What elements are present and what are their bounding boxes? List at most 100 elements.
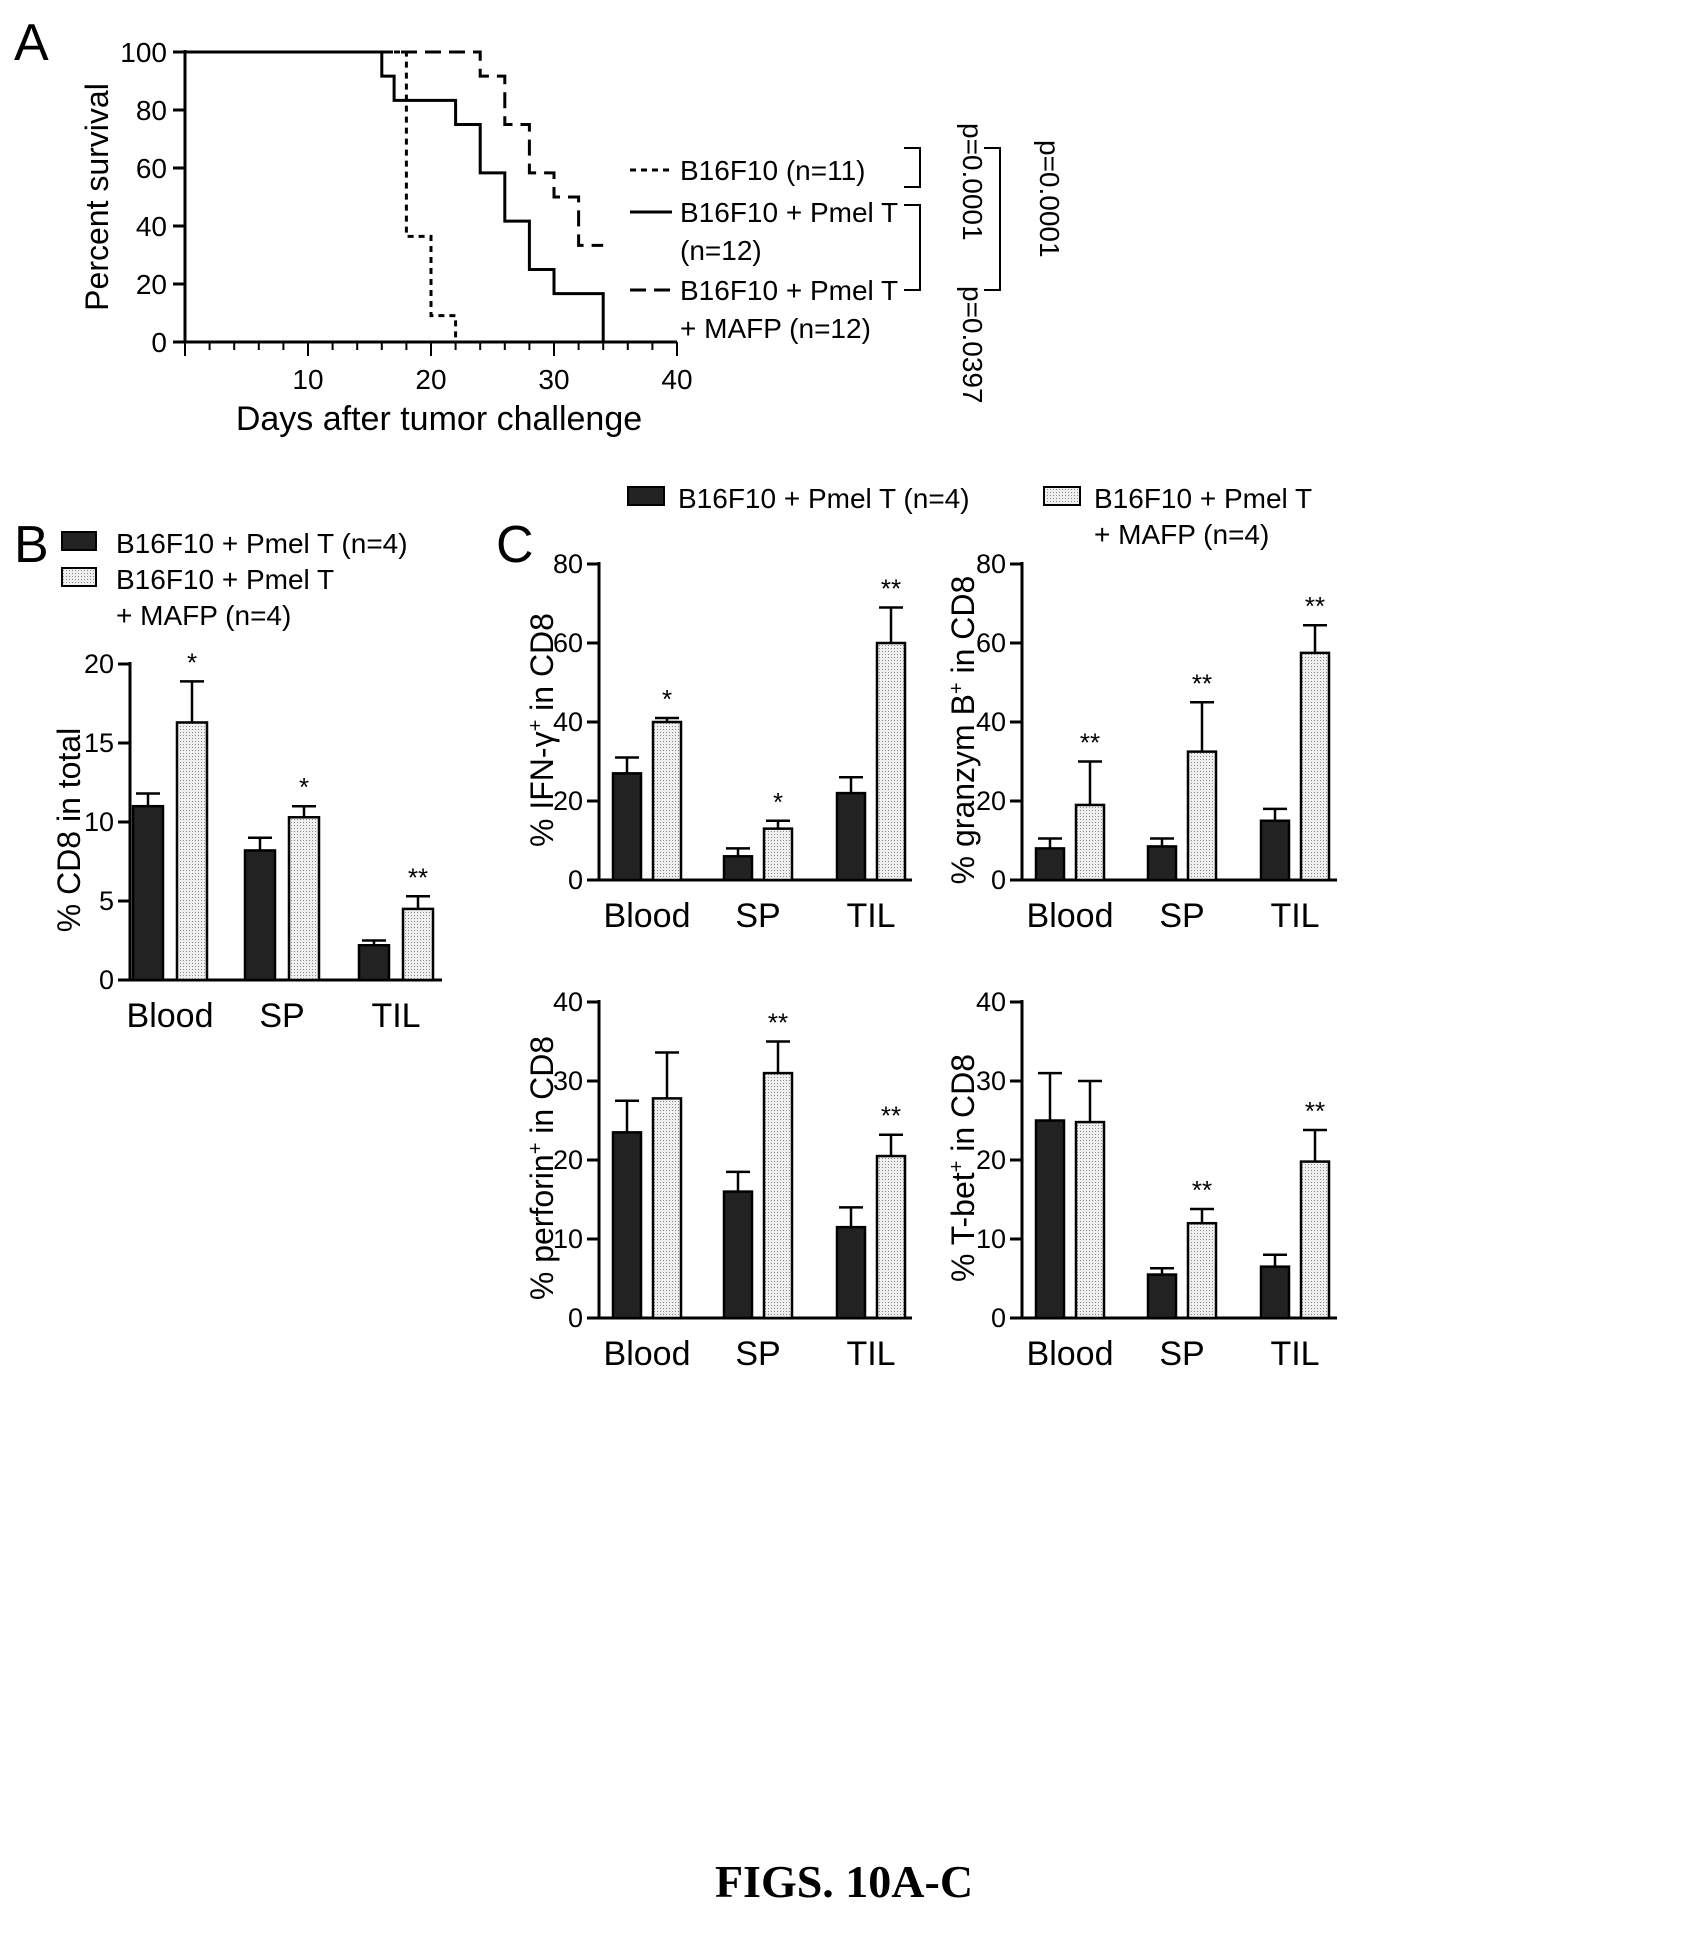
panel-a-survival-chart: A 0 20 40 60 80 100 10 20 30 40 Days after tumor ch… (14, 14, 1065, 438)
p-value-label: p=0.0001 (957, 123, 988, 241)
y-tick-label: 0 (568, 865, 583, 895)
y-axis-title-part: % IFN-γ (524, 731, 560, 847)
category-label: TIL (846, 1335, 895, 1373)
bar-pmel (835, 791, 867, 882)
y-axis-title-part: % perforin (524, 1154, 560, 1300)
y-axis-title: % CD8 in total (51, 728, 87, 933)
bar-pmel (722, 855, 754, 882)
x-tick-label: 30 (538, 364, 569, 395)
category-label: SP (1159, 1335, 1204, 1373)
y-tick-label: 10 (553, 1224, 583, 1254)
category-label: Blood (127, 997, 214, 1035)
x-tick-label: 10 (292, 364, 323, 395)
bar-pmel-mafp (762, 1071, 794, 1320)
y-tick-label: 60 (136, 153, 167, 184)
y-axis-title: % T-bet+ in CD8 (945, 1054, 981, 1282)
y-axis-title-superscript: + (525, 1143, 547, 1155)
bar-pmel (611, 772, 643, 882)
bar-pmel-mafp (1299, 651, 1331, 882)
survival-curve-dashed-line (185, 50, 604, 247)
x-tick-label: 40 (661, 364, 692, 395)
y-tick-label: 0 (991, 865, 1006, 895)
y-tick-label: 100 (120, 37, 167, 68)
category-label: SP (259, 997, 304, 1035)
y-tick-label: 10 (976, 1224, 1006, 1254)
bar-pmel-mafp (1186, 1221, 1218, 1320)
category-label: SP (735, 1335, 780, 1373)
y-tick-label: 60 (553, 628, 583, 658)
y-tick-label: 10 (84, 807, 114, 837)
bar-pmel (131, 804, 165, 982)
bar-pmel (1034, 847, 1066, 882)
y-tick-label: 20 (84, 649, 114, 679)
significance-marker: ** (881, 573, 901, 603)
y-tick-label: 20 (976, 786, 1006, 816)
bar-pmel-mafp (1299, 1160, 1331, 1320)
p-value-label: p=0.0001 (1034, 140, 1065, 258)
category-label: TIL (1270, 1335, 1319, 1373)
bar-pmel-mafp (875, 641, 907, 882)
bar-pmel (611, 1131, 643, 1320)
legend-label: (n=12) (680, 235, 762, 266)
y-tick-label: 40 (136, 211, 167, 242)
y-tick-label: 80 (976, 549, 1006, 579)
y-tick-label: 80 (553, 549, 583, 579)
figure-caption: FIGS. 10A-C (714, 1856, 974, 1907)
y-tick-label: 30 (976, 1066, 1006, 1096)
y-tick-label: 40 (553, 987, 583, 1017)
significance-marker: ** (1080, 728, 1100, 758)
significance-marker: ** (1192, 668, 1212, 698)
legend-label: + MAFP (n=4) (116, 600, 291, 631)
legend-swatch-pmel (61, 531, 97, 551)
significance-marker: * (662, 684, 672, 714)
panel-letter-b: B (14, 516, 49, 574)
y-axis-title: Percent survival (79, 83, 115, 311)
significance-marker: * (299, 772, 309, 802)
significance-marker: * (773, 787, 783, 817)
bar-pmel (1259, 819, 1291, 882)
y-axis-title-superscript: + (946, 1161, 968, 1173)
y-tick-label: 40 (976, 987, 1006, 1017)
significance-marker: ** (408, 862, 428, 892)
p-value-label: p=0.0397 (957, 286, 988, 404)
bar-pmel-mafp (762, 827, 794, 882)
legend-label: B16F10 + Pmel T (680, 197, 898, 228)
bar-pmel-mafp (651, 720, 683, 882)
bar-pmel (1146, 1273, 1178, 1320)
category-label: Blood (1027, 897, 1114, 935)
significance-marker: ** (1305, 1096, 1325, 1126)
survival-curve-dotted-line (185, 50, 458, 342)
y-tick-label: 5 (99, 886, 114, 916)
y-axis-title-part: in CD8 (524, 1036, 560, 1143)
y-axis-title: % granzym B+ in CD8 (945, 576, 981, 885)
bar-pmel (1034, 1119, 1066, 1320)
y-tick-label: 20 (976, 1145, 1006, 1175)
legend-label: B16F10 + Pmel T (116, 564, 334, 595)
legend-label: B16F10 + Pmel T (1094, 483, 1312, 514)
panel-letter-c: C (496, 516, 534, 574)
y-tick-label: 20 (553, 786, 583, 816)
y-tick-label: 40 (976, 707, 1006, 737)
y-axis-title-part: in CD8 (945, 1054, 981, 1161)
y-tick-label: 0 (991, 1303, 1006, 1333)
significance-bracket (904, 204, 921, 291)
bar-pmel (1146, 845, 1178, 882)
significance-marker: ** (768, 1008, 788, 1038)
y-axis-title: % IFN-γ+ in CD8 (524, 613, 560, 847)
y-tick-label: 40 (553, 707, 583, 737)
y-axis-title-part: in CD8 (945, 576, 981, 683)
y-tick-label: 15 (84, 728, 114, 758)
y-axis-title-part: % granzym B (945, 694, 981, 884)
category-label: TIL (846, 897, 895, 935)
survival-curve-solid-line (185, 50, 605, 342)
y-tick-label: 60 (976, 628, 1006, 658)
y-axis-title-part: % T-bet (945, 1172, 981, 1282)
y-tick-label: 20 (136, 269, 167, 300)
panel-letter-a: A (14, 14, 49, 72)
y-axis-title-superscript: + (525, 720, 547, 732)
significance-bracket (904, 147, 921, 188)
category-label: TIL (1270, 897, 1319, 935)
significance-bracket (984, 147, 1001, 291)
x-tick-label: 20 (415, 364, 446, 395)
bar-pmel (835, 1225, 867, 1320)
